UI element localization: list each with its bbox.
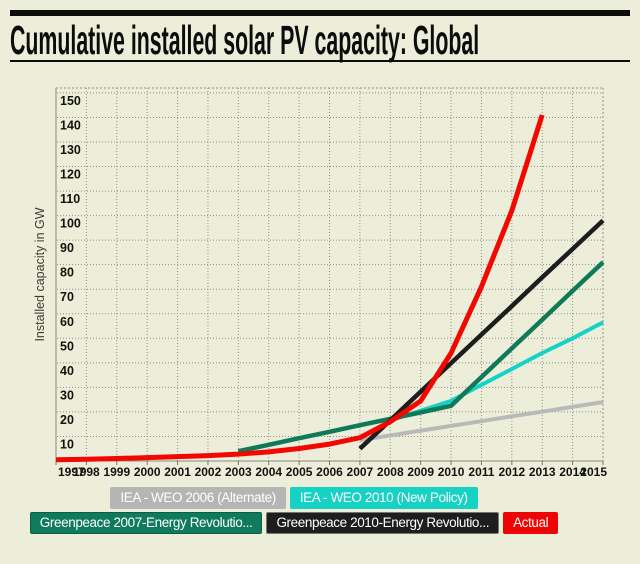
- y-tick-label: 20: [60, 413, 74, 427]
- x-tick-label: 1999: [103, 465, 130, 479]
- y-tick-label: 30: [60, 388, 74, 402]
- y-tick-label: 130: [60, 143, 81, 157]
- y-tick-label: 50: [60, 339, 74, 353]
- x-tick-label: 2000: [134, 465, 161, 479]
- x-tick-label: 2013: [529, 465, 556, 479]
- y-tick-label: 40: [60, 364, 74, 378]
- legend-chip-iea-weo-2010-new-policy[interactable]: IEA - WEO 2010 (New Policy): [289, 487, 478, 509]
- page-title: Cumulative installed solar PV capacity: …: [10, 17, 480, 63]
- chart-legend: IEA - WEO 2006 (Alternate) IEA - WEO 2010…: [0, 487, 640, 534]
- y-tick-label: 110: [60, 192, 80, 206]
- x-tick-label: 2006: [316, 465, 343, 479]
- x-tick-label: 2010: [438, 465, 465, 479]
- series-lines: [55, 114, 605, 463]
- legend-row: IEA - WEO 2006 (Alternate) IEA - WEO 2010…: [110, 487, 478, 509]
- x-tick-label: 1997: [58, 465, 85, 479]
- x-tick-label: 2004: [255, 465, 282, 479]
- y-tick-label: 150: [60, 94, 81, 108]
- y-tick-label: 100: [60, 217, 81, 231]
- x-tick-label: 2002: [195, 465, 222, 479]
- y-tick-label: 80: [60, 266, 74, 280]
- y-tick-label: 90: [60, 241, 74, 255]
- x-tick-label: 1998: [73, 465, 100, 479]
- title-top-rule: [10, 10, 630, 16]
- x-tick-label: 2003: [225, 465, 252, 479]
- x-tick-label: 2007: [347, 465, 374, 479]
- series-line-iea-weo-2006-alternate: [359, 400, 604, 443]
- y-tick-label: 120: [60, 168, 81, 182]
- y-tick-label: 140: [60, 118, 81, 132]
- legend-chip-greenpeace-2007-energy-revolutio[interactable]: Greenpeace 2007-Energy Revolutio...: [29, 512, 263, 534]
- legend-chip-iea-weo-2006-alternate[interactable]: IEA - WEO 2006 (Alternate): [110, 487, 286, 509]
- series-line-greenpeace-2010-energy-revolution: [358, 218, 605, 451]
- y-axis-title: Installed capacity in GW: [33, 207, 47, 341]
- series-line-actual: [55, 114, 545, 463]
- legend-chip-actual[interactable]: Actual: [503, 512, 559, 534]
- x-tick-label: 2009: [407, 465, 434, 479]
- y-tick-labels: 10 20 30 40 50 60 70 80 90 100 110 120 130 140 150: [60, 94, 81, 452]
- x-tick-label: 2001: [164, 465, 191, 479]
- series-line-greenpeace-2007-energy-revolution: [237, 260, 605, 454]
- title-underline: [10, 60, 630, 62]
- x-tick-label: 2011: [468, 465, 494, 479]
- x-tick-label: 2012: [498, 465, 525, 479]
- gridlines: [57, 88, 603, 461]
- x-tick-label: 2008: [377, 465, 404, 479]
- y-tick-label: 10: [60, 437, 74, 451]
- x-tick-label: 2005: [286, 465, 313, 479]
- x-tick-label: 2014: [559, 465, 586, 479]
- y-tick-label: 60: [60, 315, 74, 329]
- y-tick-label: 70: [60, 290, 74, 304]
- legend-chip-greenpeace-2010-energy-revolutio[interactable]: Greenpeace 2010-Energy Revolutio...: [266, 512, 500, 534]
- x-tick-label: 2015: [580, 465, 607, 479]
- legend-row: Greenpeace 2007-Energy Revolutio... Green…: [29, 512, 559, 534]
